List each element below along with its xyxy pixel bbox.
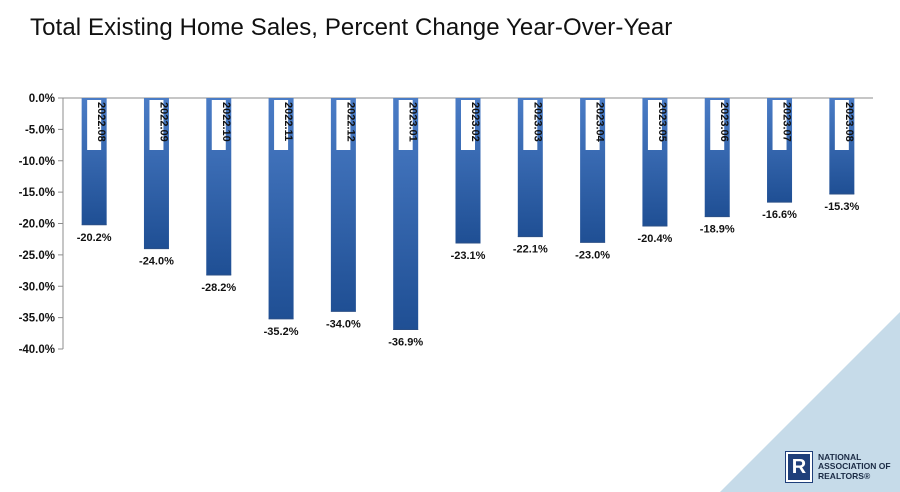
category-label: 2023.06	[718, 102, 730, 142]
chart-title: Total Existing Home Sales, Percent Chang…	[30, 14, 673, 41]
category-label-box	[710, 100, 725, 150]
category-label-box	[647, 100, 662, 150]
value-label: -24.0%	[139, 256, 174, 268]
value-label: -28.2%	[201, 282, 236, 294]
category-label: 2022.12	[344, 102, 356, 142]
value-label: -34.0%	[326, 318, 361, 330]
value-label: -16.6%	[762, 209, 797, 221]
category-label-box	[834, 100, 849, 150]
category-label-box	[211, 100, 226, 150]
logo-line-2: ASSOCIATION OF	[818, 461, 891, 472]
value-label: -22.1%	[513, 244, 548, 256]
y-tick-label: -30.0%	[19, 281, 55, 293]
logo-line-1: NATIONAL	[818, 451, 862, 462]
value-label: -36.9%	[388, 337, 423, 349]
category-label-box	[274, 100, 289, 150]
category-label-box	[149, 100, 164, 150]
y-tick-label: -25.0%	[19, 250, 55, 262]
category-label: 2023.03	[531, 102, 543, 142]
category-label-box	[336, 100, 351, 150]
y-tick-label: 0.0%	[29, 93, 55, 105]
y-tick-label: -35.0%	[19, 313, 55, 325]
category-label: 2022.08	[95, 102, 107, 142]
category-label-box	[772, 100, 787, 150]
category-label: 2022.09	[157, 102, 169, 142]
category-label: 2023.05	[656, 102, 668, 142]
category-label-box	[398, 100, 413, 150]
category-label-box	[523, 100, 538, 150]
y-tick-label: -5.0%	[25, 124, 55, 136]
y-tick-label: -10.0%	[19, 156, 55, 168]
value-label: -20.2%	[77, 232, 112, 244]
value-label: -23.1%	[451, 250, 486, 262]
category-label-box	[461, 100, 475, 150]
category-label: 2023.07	[781, 102, 793, 142]
category-label: 2022.11	[282, 102, 294, 141]
y-tick-label: -40.0%	[19, 344, 55, 356]
y-tick-label: -20.0%	[19, 219, 55, 231]
category-label-box	[87, 100, 102, 150]
realtor-r-icon: R	[786, 452, 812, 482]
value-label: -23.0%	[575, 249, 610, 261]
category-label: 2023.02	[469, 102, 481, 142]
nar-logo: R NATIONAL ASSOCIATION OF REALTORS®	[786, 452, 891, 482]
category-label-box	[585, 100, 600, 150]
value-label: -35.2%	[264, 326, 299, 338]
logo-text: NATIONAL ASSOCIATION OF REALTORS®	[818, 451, 891, 482]
value-label: -20.4%	[637, 233, 672, 245]
y-tick-label: -15.0%	[19, 187, 55, 199]
logo-line-3: REALTORS®	[818, 470, 871, 481]
category-label: 2023.08	[843, 102, 855, 142]
category-label: 2023.04	[594, 102, 606, 143]
value-label: -15.3%	[824, 201, 859, 213]
category-label: 2023.01	[407, 102, 419, 142]
category-label: 2022.10	[220, 102, 232, 142]
value-label: -18.9%	[700, 224, 735, 236]
